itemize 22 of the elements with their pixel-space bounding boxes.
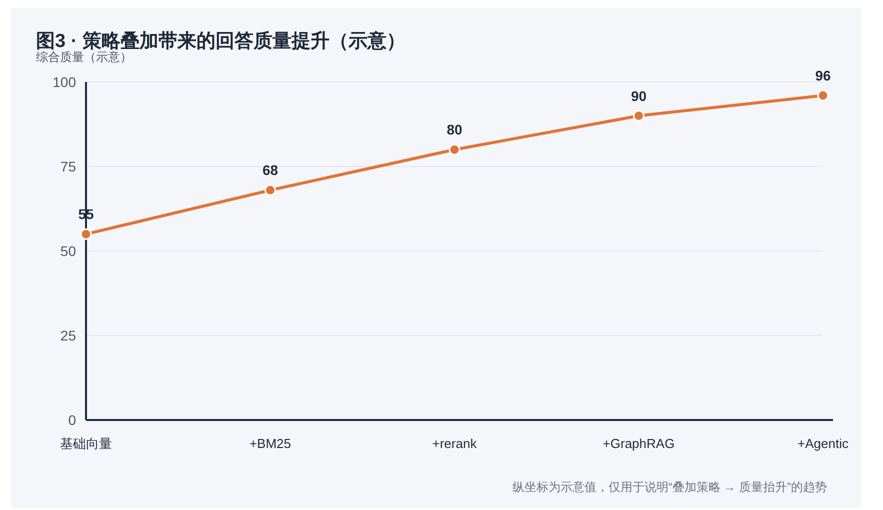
point [80, 228, 92, 240]
y-axis-title: 综合质量（示意） [36, 50, 132, 64]
data-label: 90 [630, 88, 647, 104]
y-tick-label: 100 [52, 74, 76, 90]
data-label: 96 [815, 68, 831, 84]
text: 纵坐标为示意值，仅用于说明“叠加策略 → 质量抬升”的趋势 [512, 480, 827, 494]
point [448, 144, 460, 156]
y-tick-label: 50 [60, 243, 76, 259]
y-tick-label: 75 [60, 158, 76, 174]
x-tick-label: +Agentic [798, 436, 849, 451]
chart-title: 图3 · 策略叠加带来的回答质量提升（示意） [36, 30, 406, 52]
x-tick-label: 基础向量 [60, 436, 112, 451]
data-label: 80 [446, 122, 462, 138]
y-tick-label: 25 [60, 328, 76, 344]
x-tick-label: +rerank [432, 436, 478, 451]
point [817, 90, 829, 102]
y-tick-label: 0 [68, 412, 76, 428]
point [633, 110, 644, 122]
point [264, 184, 276, 196]
x-tick-label: +GraphRAG [602, 436, 675, 451]
data-label: 68 [262, 162, 278, 178]
x-tick-label: +BM25 [249, 436, 292, 451]
